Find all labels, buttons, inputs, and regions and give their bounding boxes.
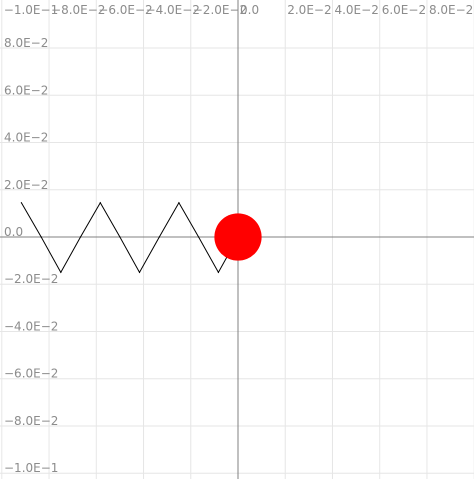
x-tick-label: 6.0E−2 [382,3,426,17]
series-point [178,202,180,204]
x-tick-label: 0.0 [240,3,259,17]
x-tick-label: 2.0E−2 [287,3,331,17]
y-tick-label: 0.0 [4,225,23,239]
x-tick-label: −4.0E−2 [146,3,200,17]
series-point [197,236,200,238]
marker-circle [214,213,262,261]
y-tick-label: 2.0E−2 [4,178,48,192]
series-point [158,236,160,238]
series-point [138,271,141,274]
series-point [79,236,82,238]
series-point [119,236,121,238]
series-point [99,202,101,204]
y-tick-label: 6.0E−2 [4,83,48,97]
y-tick-label: −1.0E−1 [4,461,58,475]
x-tick-label: −6.0E−2 [98,3,152,17]
y-tick-labels: 8.0E−2 6.0E−2 4.0E−2 2.0E−2 0.0 −2.0E−2 −4.0E−… [4,36,58,475]
series-layer [20,201,239,274]
series-point [20,202,23,204]
y-tick-label: −4.0E−2 [4,319,58,333]
y-tick-label: 8.0E−2 [4,36,48,50]
series-line [20,201,239,274]
marker-layer [214,213,262,261]
x-tick-labels: −1.0E−1−8.0E−2−6.0E−2−4.0E−2−2.0E−20.0 2.… [4,3,474,17]
y-tick-label: −8.0E−2 [4,414,58,428]
x-tick-label: 4.0E−2 [334,3,378,17]
series-point [217,271,219,274]
x-tick-label: −2.0E−2 [193,3,247,17]
y-tick-label: 4.0E−2 [4,131,48,145]
x-tick-label: 8.0E−2 [429,3,473,17]
x-tick-label: −1.0E−1 [4,3,58,17]
series-point [40,236,42,238]
y-tick-label: −6.0E−2 [4,367,58,381]
x-tick-label: −8.0E−2 [51,3,105,17]
series-point [60,271,62,274]
y-tick-label: −2.0E−2 [4,272,58,286]
